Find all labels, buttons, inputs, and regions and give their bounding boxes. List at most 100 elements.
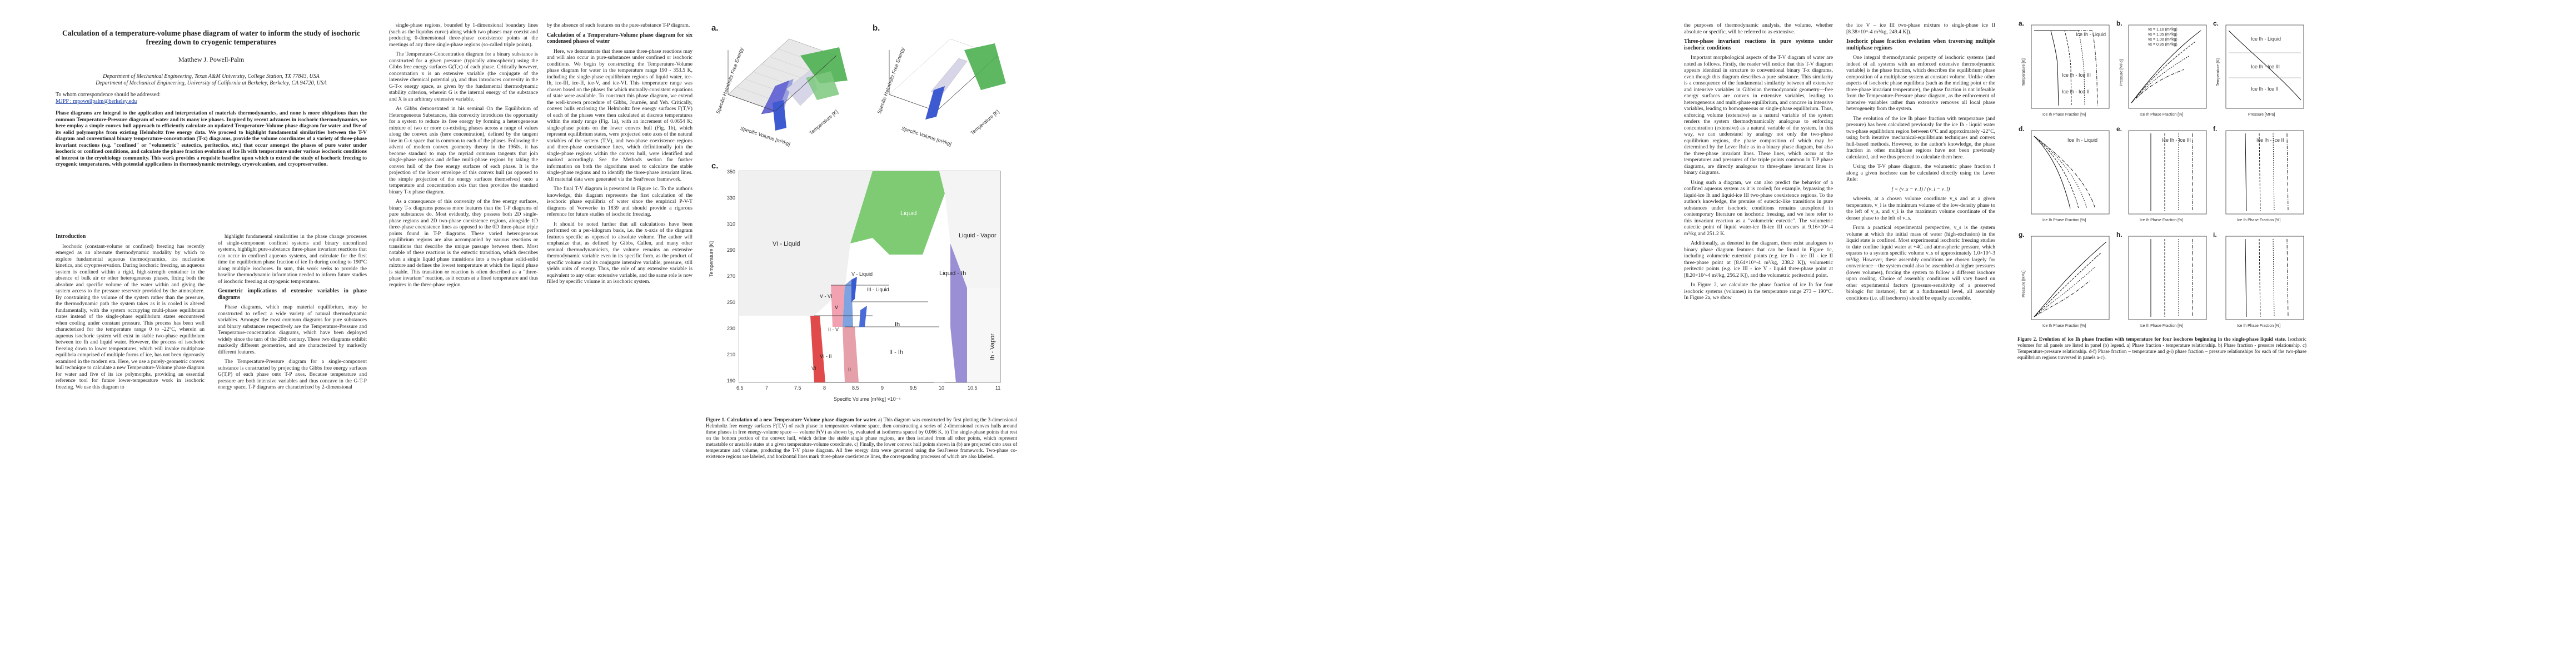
ytick: 350 bbox=[727, 169, 736, 175]
legend-item: vs = 1.00 (m³/kg) bbox=[2148, 38, 2178, 42]
fig2a-region-2: Ice Ih - Ice III bbox=[2062, 72, 2091, 78]
fig2b-legend: vs = 1.10 (m³/kg) vs = 1.05 (m³/kg) vs =… bbox=[2148, 27, 2178, 47]
column-2: highlight fundamental similarities in th… bbox=[218, 233, 367, 394]
fig2c-xlabel: Pressure [MPa] bbox=[2248, 113, 2275, 117]
fig2e-xlabel: Ice Ih Phase Fraction [%] bbox=[2140, 218, 2184, 222]
fig2c-ylabel: Temperature [K] bbox=[2216, 58, 2220, 86]
column-6: the purposes of thermodynamic analysis, … bbox=[1684, 22, 1833, 305]
col4-paragraph-2: Here, we demonstrate that these same thr… bbox=[547, 48, 692, 182]
panel-a-label: a. bbox=[711, 23, 719, 33]
fig2a-region-3: Ice Ih - Ice II bbox=[2062, 89, 2090, 94]
xtick: 7 bbox=[765, 385, 769, 391]
col7-paragraph-2: One integral thermodynamic property of i… bbox=[1846, 54, 1995, 112]
column-1: Introduction Isochoric (constant-volume … bbox=[56, 233, 205, 394]
paper-title: Calculation of a temperature-volume phas… bbox=[62, 29, 361, 46]
ytick: 230 bbox=[727, 326, 736, 331]
region-ii-v: II - V bbox=[828, 327, 839, 332]
fig2c-region-3: Ice Ih - Ice II bbox=[2251, 86, 2279, 92]
col2-paragraph-3: The Temperature-Pressure diagram for a s… bbox=[218, 359, 367, 390]
fig2-label-c: c. bbox=[2213, 19, 2219, 27]
panel-a-3d-surfaces bbox=[728, 38, 848, 131]
col7-paragraph-1: the ice V – ice III two-phase mixture to… bbox=[1846, 22, 1995, 35]
fig2-label-g: g. bbox=[2019, 231, 2025, 238]
affiliations: Department of Mechanical Engineering, Te… bbox=[56, 73, 367, 87]
region-ih-vapor: Ih - Vapor bbox=[989, 334, 996, 360]
xtick: 9.5 bbox=[910, 385, 917, 391]
figure1-caption-title: Figure 1. Calculation of a new Temperatu… bbox=[706, 417, 877, 422]
fig2-label-h: h. bbox=[2116, 231, 2122, 238]
xtick: 10 bbox=[939, 385, 945, 391]
affiliation-1: Department of Mechanical Engineering, Te… bbox=[103, 73, 320, 79]
col6-paragraph-1: the purposes of thermodynamic analysis, … bbox=[1684, 22, 1833, 35]
col7-paragraph-4: Using the T-V phase diagram, the volumet… bbox=[1846, 163, 1995, 182]
legend-item: vs = 1.10 (m³/kg) bbox=[2148, 28, 2178, 32]
panel-b-lower-hull bbox=[889, 38, 1006, 120]
figure1-panel-b: b. Specific Helmholtz Free Energy Specif… bbox=[867, 17, 1017, 156]
xtick: 7.5 bbox=[794, 385, 801, 391]
region-v: V bbox=[835, 305, 839, 310]
figure-1: a. Specific Helmholtz Free Energy Specif… bbox=[706, 17, 1017, 656]
ytick: 310 bbox=[727, 221, 736, 227]
intro-heading: Introduction bbox=[56, 233, 86, 240]
panel-c-tv-diagram bbox=[739, 171, 1001, 383]
col6-paragraph-4: Additionally, as denoted in the diagram,… bbox=[1684, 240, 1833, 278]
xtick: 10.5 bbox=[968, 385, 978, 391]
col7-heading: Isochoric phase fraction evolution when … bbox=[1846, 38, 1995, 51]
region-iii-ih: Ih bbox=[895, 321, 900, 328]
col6-paragraph-3: Using such a diagram, we can also predic… bbox=[1684, 179, 1833, 237]
col6-paragraph-5: In Figure 2, we calculate the phase frac… bbox=[1684, 282, 1833, 301]
figure2-caption-title: Figure 2. Evolution of ice Ih phase frac… bbox=[2017, 336, 2286, 342]
panel-c-xlabel: Specific Volume [m³/kg] ×10⁻⁴ bbox=[834, 396, 901, 402]
panel-c-label: c. bbox=[711, 161, 719, 171]
figure1-panel-a: a. Specific Helmholtz Free Energy Specif… bbox=[706, 17, 856, 156]
intro-paragraph: Isochoric (constant-volume or confined) … bbox=[56, 243, 205, 390]
xtick: 8 bbox=[823, 385, 826, 391]
corr-label: To whom correspondence should be address… bbox=[56, 92, 161, 98]
ytick: 210 bbox=[727, 352, 736, 357]
col3-paragraph-3: As Gibbs demonstrated in his seminal On … bbox=[389, 106, 538, 195]
fig2-label-b: b. bbox=[2116, 19, 2122, 27]
region-liquid-vapor: Liquid - Vapor bbox=[959, 232, 996, 239]
fig2-label-i: i. bbox=[2213, 231, 2217, 238]
xtick: 6.5 bbox=[736, 385, 744, 391]
col4-paragraph-4: It should be noted further that all calc… bbox=[547, 221, 692, 285]
xtick: 9 bbox=[881, 385, 884, 391]
fig2-label-f: f. bbox=[2213, 125, 2218, 133]
figure1-caption: Figure 1. Calculation of a new Temperatu… bbox=[706, 417, 1017, 460]
ytick: 270 bbox=[727, 273, 736, 279]
col7-paragraph-6: From a practical experimental perspectiv… bbox=[1846, 225, 1996, 301]
region-vi: VI bbox=[811, 366, 816, 371]
region-ii: II bbox=[848, 367, 851, 372]
fig2-label-d: d. bbox=[2019, 125, 2025, 133]
region-ii-ih: II - Ih bbox=[889, 349, 904, 356]
legend-item: vs = 1.05 (m³/kg) bbox=[2148, 33, 2178, 37]
fig2e-region: Ice Ih - Ice III bbox=[2162, 137, 2191, 143]
fig2-label-a: a. bbox=[2019, 19, 2025, 27]
corr-email-link[interactable]: MJPP : mpowellpalm@berkeley.edu bbox=[56, 98, 137, 104]
author: Matthew J. Powell-Palm bbox=[178, 56, 245, 63]
col4-paragraph-3: The final T-V diagram is presented in Fi… bbox=[547, 186, 692, 217]
panel-b-label: b. bbox=[873, 23, 880, 33]
lever-rule-formula: f = (v_s − v_l) / (v_i − v_l) bbox=[1891, 186, 1950, 192]
figure2-caption: Figure 2. Evolution of ice Ih phase frac… bbox=[2017, 336, 2306, 361]
column-4-text: by the absence of such features on the p… bbox=[547, 22, 692, 288]
col2-heading: Geometric implications of extensive vari… bbox=[218, 288, 367, 301]
panel-c-xticks: 6.5 7 7.5 8 8.5 9 9.5 10 10.5 11 bbox=[736, 385, 1003, 393]
fig2a-region-1: Ice Ih - Liquid bbox=[2076, 32, 2106, 37]
fig2a-xlabel: Ice Ih Phase Fraction [%] bbox=[2042, 113, 2086, 117]
abstract: Phase diagrams are integral to the appli… bbox=[56, 110, 367, 167]
col6-heading: Three-phase invariant reactions in pure … bbox=[1684, 38, 1833, 51]
fig2f-region: Ice Ih - Ice II bbox=[2256, 137, 2284, 143]
region-vi-ii: VI - II bbox=[820, 354, 832, 359]
fig2-label-e: e. bbox=[2116, 125, 2122, 133]
xtick: 8.5 bbox=[852, 385, 859, 391]
fig2d-xlabel: Ice Ih Phase Fraction [%] bbox=[2042, 218, 2086, 222]
region-vi-liquid: VI - Liquid bbox=[773, 241, 800, 247]
region-v-liquid: V - Liquid bbox=[851, 271, 873, 277]
ytick: 250 bbox=[727, 300, 736, 305]
figure2-caption-body: Isochoric volumes for all panels are lis… bbox=[2017, 336, 2306, 360]
fig2c-region-2: Ice Ih - Ice III bbox=[2251, 64, 2280, 69]
col2-paragraph-1: highlight fundamental similarities in th… bbox=[218, 233, 367, 285]
region-liquid-ih: Liquid - Ih bbox=[939, 270, 966, 277]
col2-paragraph-2: Phase diagrams, which map material equil… bbox=[218, 304, 367, 355]
